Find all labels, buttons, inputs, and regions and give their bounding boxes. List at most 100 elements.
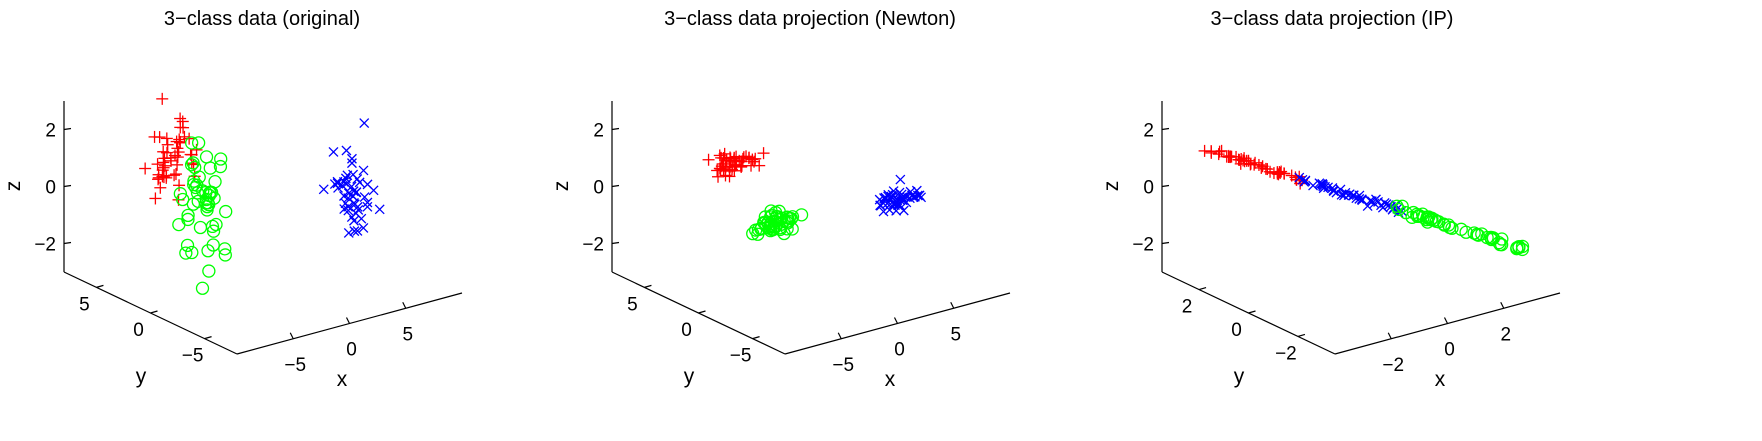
data-point-x [349,226,360,237]
data-point-x [896,189,907,200]
data-point-circle [206,224,221,238]
data-point-x [1336,189,1347,200]
x-tick-label: −5 [832,355,854,376]
data-point-plus [1205,146,1218,159]
chart-panel-2: −2 0 2 −5 0 5 −5 0 5 z y x 3−class data projection (… [550,8,1011,391]
data-point-x [347,153,357,164]
chart-panel-1: −2 0 2 −5 0 5 −5 0 5 z y x 3−class data (original) [2,8,463,391]
data-point-plus [171,151,184,164]
data-point-circle [1390,199,1404,213]
data-point-x [1327,183,1338,193]
z-tick [63,241,72,245]
data-point-plus [172,146,185,159]
series-plus [139,92,203,206]
z-axis-label: z [1100,181,1123,192]
data-point-circle [781,214,795,228]
z-tick [1161,127,1170,131]
data-point-x [318,184,329,195]
data-point-circle [768,205,783,220]
data-point-circle [1429,214,1443,228]
data-point-plus [1235,153,1248,166]
data-point-circle [1410,209,1425,224]
data-point-circle [179,246,193,260]
data-point-circle [195,281,210,295]
z-tick-label: 0 [45,178,56,199]
data-point-plus [148,130,161,143]
data-point-circle [181,208,195,223]
x-tick-label: 5 [950,324,961,345]
data-point-circle [180,238,195,253]
data-point-circle [1420,215,1435,229]
y-tick-label: 0 [133,320,144,341]
data-point-x [1344,189,1355,200]
data-point-plus [171,158,184,171]
data-point-circle [1437,217,1451,231]
data-point-x [874,194,885,205]
data-point-plus [757,147,770,160]
data-point-circle [191,136,206,150]
data-point-plus [1275,165,1288,178]
data-point-x [880,192,891,203]
data-point-circle [751,227,765,241]
chart-title: 3−class data projection (IP) [1211,8,1454,30]
data-point-x [914,190,925,201]
y-tick [698,310,706,314]
z-tick [63,127,72,131]
chart-title: 3−class data (original) [164,8,360,30]
data-point-circle [766,220,781,234]
chart-title: 3−class data projection (Newton) [664,8,956,30]
data-point-circle [196,184,210,198]
z-tick-label: 2 [593,121,604,142]
data-point-circle [1412,208,1426,223]
x-axis-label: x [885,368,896,391]
data-point-x [354,177,365,188]
x-tick [1500,301,1505,309]
data-point-x [1338,190,1349,201]
z-tick-label: −2 [582,235,604,256]
series-x [874,174,927,217]
data-point-plus [749,152,762,165]
data-point-circle [188,160,202,175]
data-point-circle [202,264,216,278]
z-tick [1161,241,1170,245]
data-point-circle [173,187,188,201]
x-tick [837,332,842,340]
data-point-circle [1395,199,1409,213]
data-point-x [338,176,349,187]
x-tick [1387,332,1392,340]
z-tick [1161,184,1170,188]
y-tick [1248,310,1256,314]
series-circle [172,136,233,295]
x-tick-label: 0 [894,340,905,361]
data-point-plus [161,138,174,151]
data-point-circle [207,191,221,205]
data-point-circle [185,136,199,150]
data-point-circle [1486,231,1500,245]
z-tick-label: 2 [1143,121,1154,142]
data-point-circle [214,152,228,166]
data-point-x [884,205,895,215]
y-tick-label: 0 [681,320,692,341]
series-circle [746,204,809,241]
data-point-plus [720,154,733,167]
data-point-plus [745,159,758,172]
data-point-x [351,208,361,219]
data-point-x [878,206,889,217]
data-point-plus [177,121,190,134]
data-point-circle [773,221,787,235]
series-circle [1390,199,1530,257]
data-point-x [374,204,385,215]
data-point-x [328,146,339,157]
data-point-plus [746,153,759,166]
data-point-plus [154,181,167,194]
data-point-plus [1238,152,1251,165]
data-point-circle [1405,210,1419,224]
data-point-circle [1494,238,1509,252]
data-point-circle [213,159,228,174]
x-axis-label: x [337,368,348,391]
data-point-circle [208,175,222,189]
data-point-plus [712,170,725,183]
y-tick [644,284,652,288]
data-point-x [358,165,369,176]
